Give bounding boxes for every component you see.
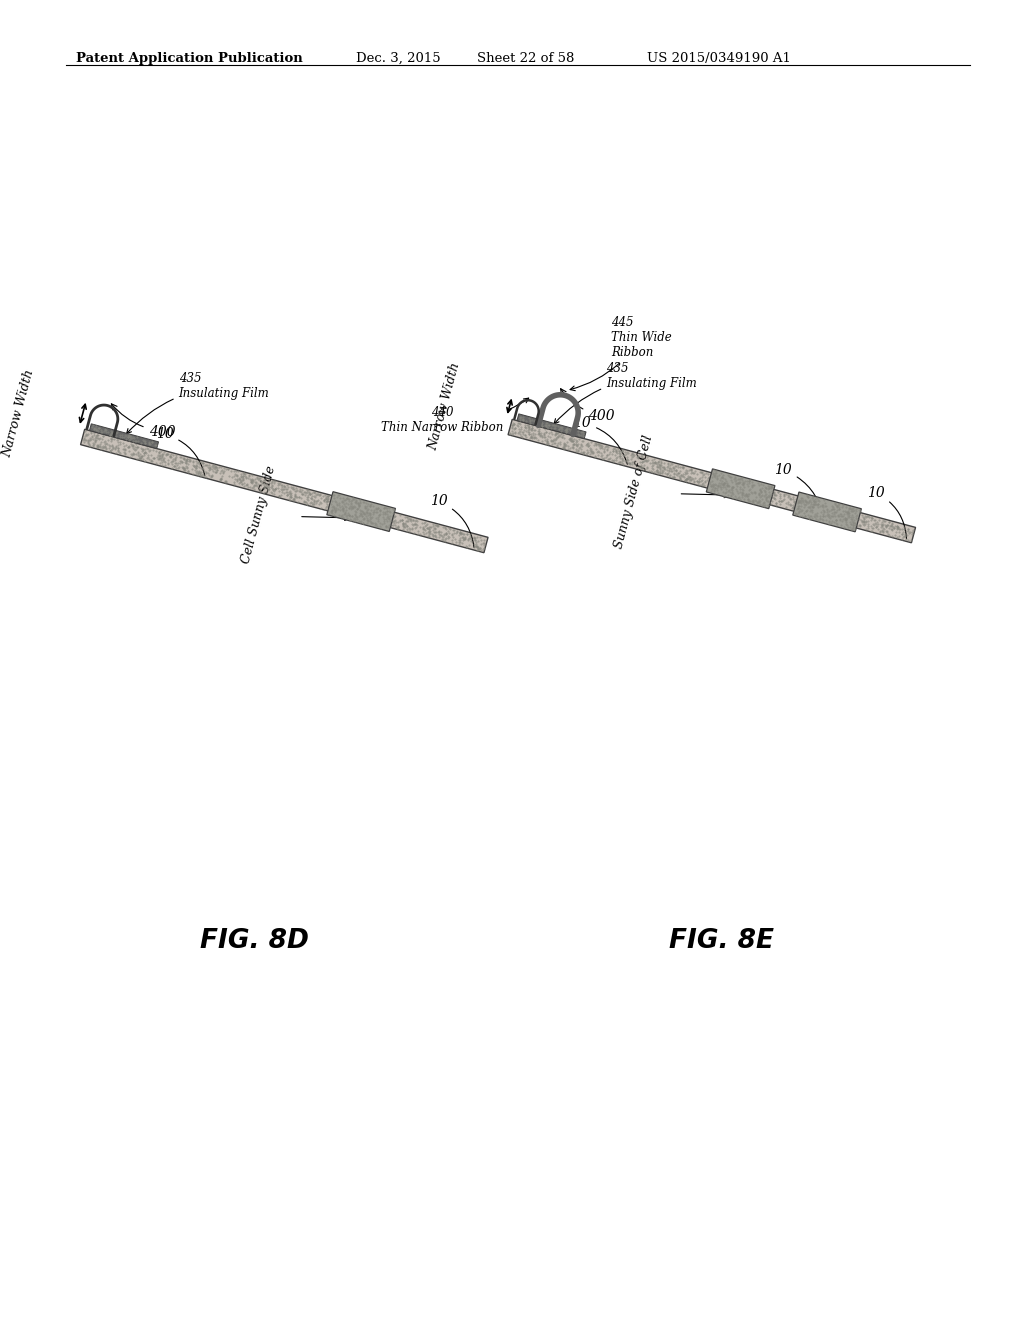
Text: 440
Thin Narrow Ribbon: 440 Thin Narrow Ribbon — [381, 399, 528, 433]
Text: 10: 10 — [156, 428, 205, 475]
Text: 400: 400 — [560, 388, 614, 424]
Text: 10: 10 — [867, 486, 906, 539]
Text: Sunny Side of Cell: Sunny Side of Cell — [612, 434, 655, 550]
Polygon shape — [508, 420, 915, 543]
Text: Dec. 3, 2015: Dec. 3, 2015 — [356, 51, 440, 65]
Polygon shape — [81, 429, 488, 553]
Text: Sheet 22 of 58: Sheet 22 of 58 — [477, 51, 574, 65]
Text: Cell Sunny Side: Cell Sunny Side — [240, 465, 279, 565]
Polygon shape — [707, 469, 775, 508]
Text: 10: 10 — [573, 416, 628, 465]
Polygon shape — [89, 424, 159, 449]
Polygon shape — [793, 492, 861, 532]
Text: FIG. 8E: FIG. 8E — [670, 928, 774, 954]
Text: 10: 10 — [774, 463, 823, 520]
Text: 445
Thin Wide
Ribbon: 445 Thin Wide Ribbon — [570, 315, 672, 391]
Text: 10: 10 — [430, 495, 474, 548]
Text: 435
Insulating Film: 435 Insulating Film — [554, 362, 696, 424]
Text: Narrow Width: Narrow Width — [0, 368, 36, 458]
Text: Narrow Width: Narrow Width — [427, 360, 463, 451]
Text: 435
Insulating Film: 435 Insulating Film — [127, 372, 269, 434]
Text: Patent Application Publication: Patent Application Publication — [76, 51, 302, 65]
Text: US 2015/0349190 A1: US 2015/0349190 A1 — [647, 51, 792, 65]
Text: FIG. 8D: FIG. 8D — [200, 928, 309, 954]
Polygon shape — [517, 414, 586, 438]
Text: 400: 400 — [112, 404, 175, 438]
Polygon shape — [327, 491, 395, 532]
